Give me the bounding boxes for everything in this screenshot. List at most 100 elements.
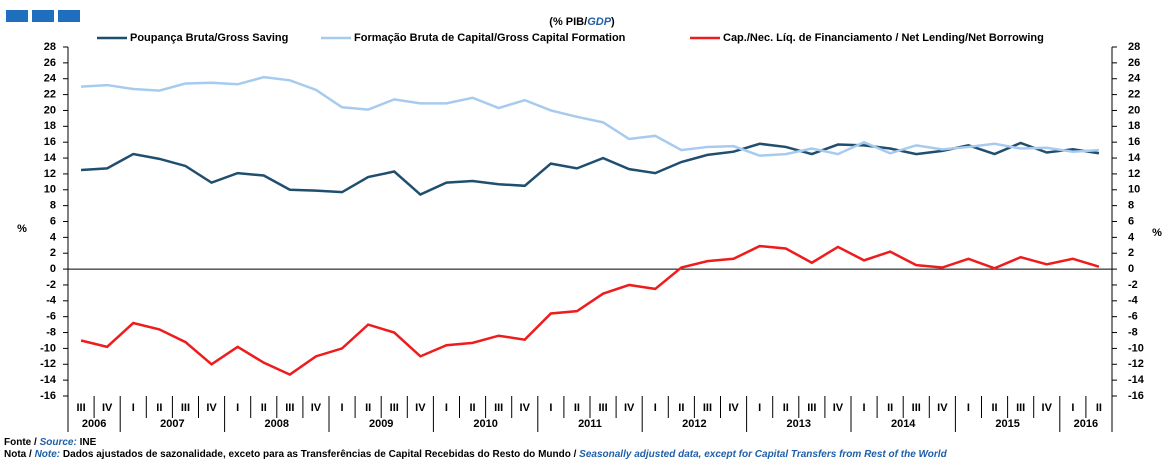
y2-tick-label: -10 bbox=[1128, 342, 1144, 354]
year-label: 2010 bbox=[473, 418, 497, 430]
logo-block bbox=[32, 10, 54, 22]
y2-tick-label: -14 bbox=[1128, 374, 1145, 386]
series-line bbox=[80, 75, 1100, 157]
note-en: Seasonally adjusted data, except for Cap… bbox=[579, 449, 947, 460]
y2-tick-label: 18 bbox=[1128, 120, 1140, 132]
year-label: 2008 bbox=[265, 418, 289, 430]
y-tick-label: -12 bbox=[40, 358, 56, 370]
x-tick-label: IV bbox=[520, 402, 531, 414]
y-tick-label: 12 bbox=[44, 168, 56, 180]
x-tick-label: I bbox=[549, 402, 552, 414]
year-label: 2016 bbox=[1074, 418, 1098, 430]
y2-tick-label: 6 bbox=[1128, 215, 1134, 227]
x-tick-label: I bbox=[132, 402, 135, 414]
y-tick-label: 8 bbox=[50, 200, 56, 212]
y2-tick-label: 16 bbox=[1128, 136, 1140, 148]
x-tick-label: IV bbox=[102, 402, 113, 414]
x-tick-label: IV bbox=[311, 402, 322, 414]
y-tick-label: 24 bbox=[44, 73, 57, 85]
note: Nota / Note: Dados ajustados de sazonali… bbox=[4, 449, 1160, 460]
y2-tick-label: 10 bbox=[1128, 184, 1140, 196]
x-tick-label: II bbox=[991, 402, 997, 414]
y2-tick-label: -12 bbox=[1128, 358, 1144, 370]
x-tick-label: III bbox=[494, 402, 503, 414]
year-label: 2011 bbox=[578, 418, 602, 430]
series-line bbox=[80, 244, 1100, 377]
x-tick-label: II bbox=[887, 402, 893, 414]
source-value: INE bbox=[79, 437, 97, 448]
year-label: 2007 bbox=[160, 418, 184, 430]
legend-label: Formação Bruta de Capital/Gross Capital … bbox=[354, 32, 626, 44]
y-tick-label: 0 bbox=[50, 263, 56, 275]
y2-tick-label: 12 bbox=[1128, 168, 1140, 180]
y-tick-label: -10 bbox=[40, 342, 56, 354]
y-tick-label: 20 bbox=[44, 104, 56, 116]
y2-tick-label: 26 bbox=[1128, 57, 1140, 69]
x-tick-label: IV bbox=[937, 402, 948, 414]
y-tick-label: 26 bbox=[44, 57, 56, 69]
x-tick-label: IV bbox=[1042, 402, 1053, 414]
x-tick-label: I bbox=[758, 402, 761, 414]
title-part: ) bbox=[611, 16, 615, 28]
note-prefix: Nota / bbox=[4, 449, 35, 460]
y-tick-label: 16 bbox=[44, 136, 56, 148]
x-tick-label: I bbox=[967, 402, 970, 414]
x-tick-label: I bbox=[654, 402, 657, 414]
note-pt: Dados ajustados de sazonalidade, exceto … bbox=[62, 449, 580, 460]
legend-label: Cap./Nec. Líq. de Financiamento / Net Le… bbox=[723, 32, 1044, 44]
x-tick-label: II bbox=[678, 402, 684, 414]
title-part: (% PIB/ bbox=[549, 16, 587, 28]
x-tick-label: III bbox=[598, 402, 607, 414]
x-tick-label: III bbox=[76, 402, 85, 414]
year-label: 2009 bbox=[369, 418, 393, 430]
year-label: 2006 bbox=[82, 418, 106, 430]
x-tick-label: II bbox=[1096, 402, 1102, 414]
y-tick-label: -2 bbox=[46, 279, 56, 291]
y2-tick-label: 2 bbox=[1128, 247, 1134, 259]
chart-title: (% PIB/GDP) bbox=[549, 16, 615, 28]
x-tick-label: III bbox=[390, 402, 399, 414]
y2-tick-label: -2 bbox=[1128, 279, 1138, 291]
x-tick-label: II bbox=[783, 402, 789, 414]
y-tick-label: 2 bbox=[50, 247, 56, 259]
x-tick-label: III bbox=[285, 402, 294, 414]
y-tick-label: -6 bbox=[46, 311, 56, 323]
legend-label: Poupança Bruta/Gross Saving bbox=[130, 32, 288, 44]
year-label: 2014 bbox=[891, 418, 916, 430]
x-tick-label: I bbox=[236, 402, 239, 414]
y2-tick-label: 28 bbox=[1128, 41, 1140, 53]
y2-tick-label: -6 bbox=[1128, 311, 1138, 323]
y-tick-label: -4 bbox=[46, 295, 57, 307]
y2-tick-label: 24 bbox=[1128, 73, 1141, 85]
y2-tick-label: 20 bbox=[1128, 104, 1140, 116]
y2-tick-label: 8 bbox=[1128, 200, 1134, 212]
y2-tick-label: -4 bbox=[1128, 295, 1139, 307]
y-axis-label: % bbox=[17, 223, 27, 235]
x-tick-label: IV bbox=[728, 402, 739, 414]
x-tick-label: IV bbox=[415, 402, 426, 414]
y2-tick-label: 14 bbox=[1128, 152, 1141, 164]
x-tick-label: III bbox=[181, 402, 190, 414]
y-tick-label: 14 bbox=[44, 152, 57, 164]
x-tick-label: I bbox=[445, 402, 448, 414]
title-part: GDP bbox=[587, 16, 612, 28]
x-tick-label: II bbox=[365, 402, 371, 414]
x-tick-label: III bbox=[912, 402, 921, 414]
x-tick-label: III bbox=[807, 402, 816, 414]
y2-tick-label: 4 bbox=[1128, 231, 1135, 243]
x-tick-label: IV bbox=[624, 402, 635, 414]
source-label: Source: bbox=[39, 437, 77, 448]
x-tick-label: IV bbox=[833, 402, 844, 414]
note-label: Note: bbox=[34, 449, 61, 460]
y-tick-label: 18 bbox=[44, 120, 56, 132]
y-tick-label: 6 bbox=[50, 215, 56, 227]
x-tick-label: II bbox=[261, 402, 267, 414]
x-tick-label: II bbox=[156, 402, 162, 414]
y2-tick-label: 0 bbox=[1128, 263, 1134, 275]
year-label: 2012 bbox=[682, 418, 706, 430]
y2-tick-label: -16 bbox=[1128, 390, 1144, 402]
source: Fonte / Source: INE bbox=[4, 437, 1160, 448]
y-tick-label: 10 bbox=[44, 184, 56, 196]
year-label: 2015 bbox=[995, 418, 1019, 430]
